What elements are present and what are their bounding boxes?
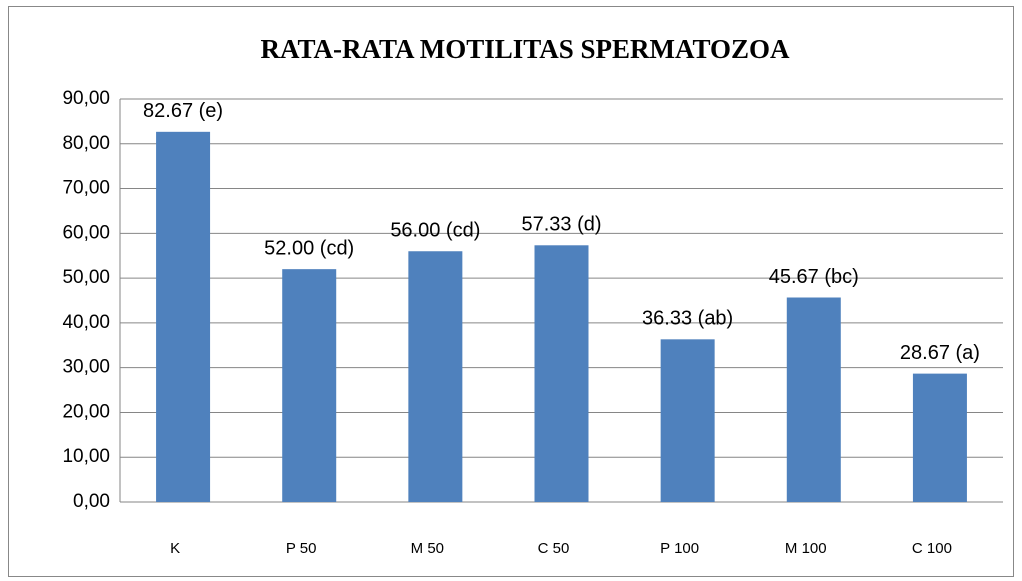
value-label: 52.00 (cd) [264, 237, 354, 259]
y-tick-label: 80,00 [62, 133, 110, 154]
x-tick-label: C 100 [912, 540, 952, 557]
bar [786, 297, 841, 502]
bar [156, 131, 211, 502]
value-label: 36.33 (ab) [642, 308, 733, 330]
y-tick-label: 20,00 [62, 401, 110, 422]
bar [408, 251, 463, 502]
y-tick-label: 50,00 [62, 267, 110, 288]
y-tick-label: 60,00 [62, 222, 110, 243]
x-tick-label: C 50 [538, 540, 570, 557]
value-label: 45.67 (bc) [769, 266, 859, 288]
x-tick-label: M 100 [785, 540, 827, 557]
bar [912, 373, 967, 502]
value-label: 28.67 (a) [900, 342, 980, 364]
value-label: 82.67 (e) [143, 100, 223, 122]
x-tick-label: M 50 [411, 540, 444, 557]
y-tick-label: 0,00 [73, 491, 110, 512]
y-tick-label: 70,00 [62, 178, 110, 199]
value-label: 57.33 (d) [521, 214, 601, 236]
bar [660, 339, 715, 502]
y-tick-label: 10,00 [62, 446, 110, 467]
x-tick-label: P 100 [660, 540, 699, 557]
value-label: 56.00 (cd) [390, 220, 480, 242]
y-tick-label: 30,00 [62, 357, 110, 378]
chart-title: RATA-RATA MOTILITAS SPERMATOZOA [260, 34, 790, 64]
y-tick-label: 90,00 [62, 88, 110, 109]
x-tick-label: P 50 [286, 540, 317, 557]
y-tick-label: 40,00 [62, 312, 110, 333]
x-tick-label: K [170, 540, 180, 557]
bar [282, 269, 337, 502]
bar [534, 245, 589, 502]
